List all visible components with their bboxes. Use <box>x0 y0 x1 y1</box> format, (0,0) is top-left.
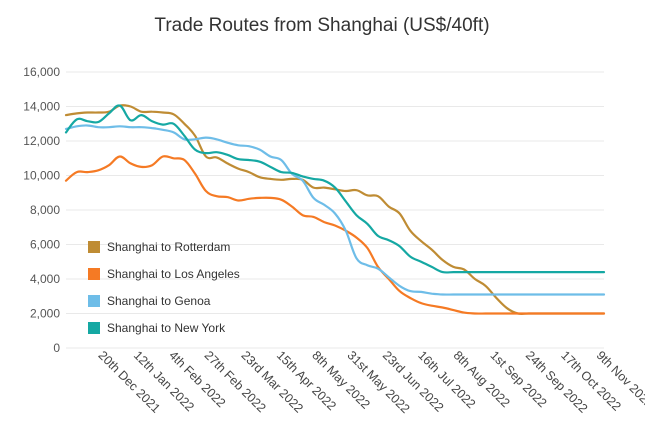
y-tick-label: 6,000 <box>30 238 60 252</box>
series-line-2 <box>64 155 606 315</box>
series-line-4 <box>64 104 606 274</box>
y-tick-label: 12,000 <box>23 134 60 148</box>
y-tick-label: 10,000 <box>23 169 60 183</box>
x-tick-label: 23rd Mar 2022 <box>239 348 306 415</box>
y-tick-label: 14,000 <box>23 100 60 114</box>
y-tick-label: 16,000 <box>23 65 60 79</box>
legend-swatch <box>88 241 100 253</box>
gridlines <box>66 71 604 349</box>
legend-swatch <box>88 268 100 280</box>
x-tick-label: 20th Dec 2021 <box>96 348 163 415</box>
y-tick-label: 2,000 <box>30 307 60 321</box>
legend-label: Shanghai to Rotterdam <box>107 240 230 254</box>
y-tick-label: 0 <box>53 341 60 355</box>
chart-title: Trade Routes from Shanghai (US$/40ft) <box>154 15 489 36</box>
y-tick-label: 4,000 <box>30 272 60 286</box>
legend-label: Shanghai to Los Angeles <box>107 267 240 281</box>
y-tick-label: 8,000 <box>30 203 60 217</box>
x-tick-label: 31st May 2022 <box>345 348 413 416</box>
legend-swatch <box>88 322 100 334</box>
series-line-3 <box>64 124 606 296</box>
legend-label: Shanghai to Genoa <box>107 294 211 308</box>
series-lines <box>64 104 606 315</box>
legend-swatch <box>88 295 100 307</box>
legend: Shanghai to Rotterdam Shanghai to Los Ang… <box>88 240 240 335</box>
y-axis: 0 2,000 4,000 6,000 8,000 10,000 12,000 14,000 1… <box>23 65 60 355</box>
legend-label: Shanghai to New York <box>107 321 226 335</box>
x-tick-label: 24th Sep 2022 <box>523 348 590 415</box>
